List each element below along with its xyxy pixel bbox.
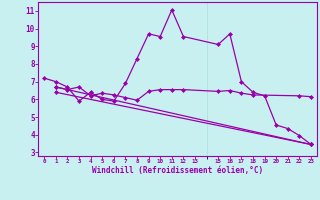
X-axis label: Windchill (Refroidissement éolien,°C): Windchill (Refroidissement éolien,°C) xyxy=(92,166,263,175)
